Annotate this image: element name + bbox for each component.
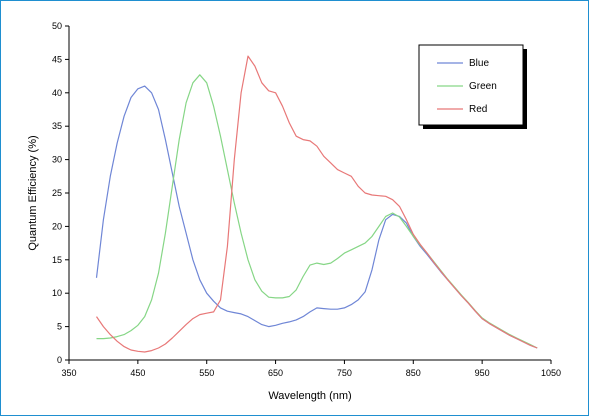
- x-tick-label: 750: [337, 368, 352, 378]
- y-tick-label: 40: [52, 88, 62, 98]
- y-tick-label: 10: [52, 288, 62, 298]
- y-tick-label: 20: [52, 221, 62, 231]
- legend: Blue Green Red: [418, 44, 527, 129]
- x-tick-label: 850: [406, 368, 421, 378]
- y-tick-label: 5: [57, 322, 62, 332]
- x-tick-label: 1050: [541, 368, 561, 378]
- series-lines: [95, 55, 538, 353]
- legend-label-green: Green: [469, 81, 497, 92]
- x-tick-label: 550: [199, 368, 214, 378]
- axes: 0 5 10 15 20 25 30 35 40 45 50 350 450 550 650 750 850 95…: [52, 21, 561, 378]
- legend-label-red: Red: [469, 104, 487, 115]
- legend-label-blue: Blue: [469, 58, 489, 69]
- y-tick-label: 45: [52, 54, 62, 64]
- x-axis-title: Wavelength (nm): [268, 390, 351, 402]
- y-tick-label: 0: [57, 355, 62, 365]
- x-tick-label: 950: [475, 368, 490, 378]
- x-tick-label: 450: [130, 368, 145, 378]
- series-line-red: [96, 55, 538, 353]
- x-tick-label: 350: [61, 368, 76, 378]
- y-axis-title: Quantum Efficiency (%): [27, 135, 39, 250]
- x-tick-label: 650: [268, 368, 283, 378]
- y-tick-label: 25: [52, 188, 62, 198]
- y-tick-label: 15: [52, 255, 62, 265]
- y-tick-label: 35: [52, 121, 62, 131]
- y-tick-label: 30: [52, 155, 62, 165]
- y-tick-label: 50: [52, 21, 62, 31]
- legend-box: [418, 44, 524, 126]
